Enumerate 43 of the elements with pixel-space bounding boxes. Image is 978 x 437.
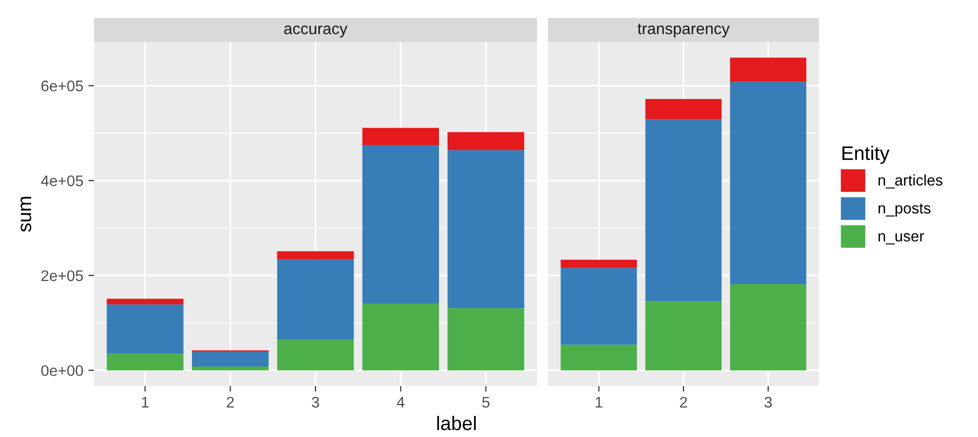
bar [560, 268, 637, 345]
x-tick-label: 3 [764, 396, 772, 408]
bar [560, 260, 637, 268]
bar [362, 128, 440, 145]
y-tick-label: 0e+00 [41, 365, 83, 376]
bar [192, 366, 269, 370]
y-axis-title: sum [20, 196, 32, 232]
bar [277, 251, 354, 260]
bar [645, 98, 722, 120]
bar [192, 352, 269, 367]
bar [362, 144, 440, 304]
x-tick-label: 2 [226, 396, 234, 408]
bar [730, 58, 806, 82]
legend-label: n_user [878, 233, 924, 244]
bar [277, 340, 354, 370]
x-tick-label: 3 [312, 396, 320, 408]
bar [448, 150, 524, 308]
legend-label: n_articles [878, 174, 942, 189]
y-tick-label: 4e+05 [41, 175, 83, 186]
x-axis-title: label [437, 416, 476, 430]
bar [277, 259, 354, 340]
chart-title: accuracy [284, 26, 348, 38]
x-tick-label: 1 [142, 396, 149, 408]
legend-title: Entity [842, 146, 890, 164]
x-tick-label: 5 [482, 396, 490, 408]
bar [730, 284, 806, 370]
chart-title: transparency [638, 24, 730, 38]
bar [448, 308, 524, 370]
bar [560, 344, 637, 370]
bar [106, 304, 184, 354]
bar [362, 303, 440, 370]
bar [448, 132, 524, 150]
bar [645, 301, 722, 370]
x-tick-label: 1 [596, 396, 602, 408]
bar [645, 119, 722, 302]
bar [106, 354, 184, 370]
y-tick-label: 6e+05 [41, 80, 83, 92]
bar [106, 298, 184, 304]
bar [730, 82, 806, 284]
y-tick-label: 2e+05 [41, 270, 83, 282]
x-tick-label: 4 [396, 396, 404, 408]
x-tick-label: 2 [680, 396, 687, 408]
legend-label: n_posts [878, 204, 931, 217]
